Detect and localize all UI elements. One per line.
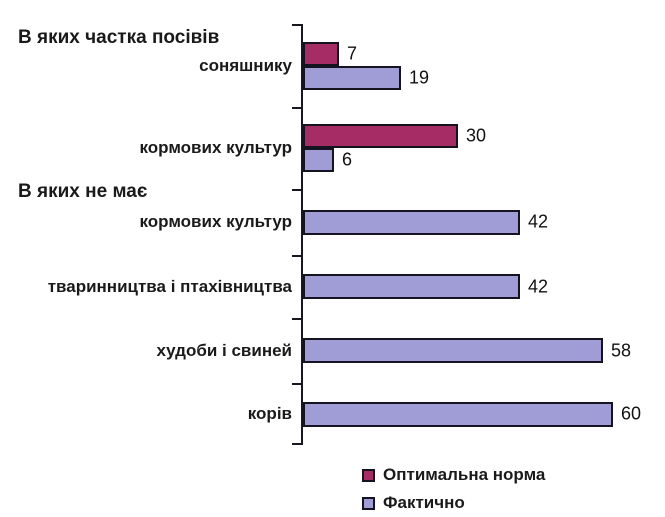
legend-swatch-optimal-icon bbox=[362, 468, 375, 482]
axis-tick bbox=[292, 383, 303, 385]
section-header: В яких частка посівів bbox=[18, 27, 220, 48]
axis-tick bbox=[292, 318, 303, 320]
bar-optimal bbox=[303, 41, 339, 66]
legend-label-actual: Фактично bbox=[383, 493, 465, 512]
category-label: кормових культур bbox=[139, 138, 292, 157]
category-label: корів bbox=[247, 404, 292, 423]
bar-value-label: 60 bbox=[621, 403, 642, 424]
bar-actual bbox=[303, 274, 520, 299]
legend-swatch-actual-icon bbox=[362, 496, 375, 510]
bar-actual bbox=[303, 338, 603, 363]
bar-actual bbox=[303, 209, 520, 235]
bar-value-label: 6 bbox=[342, 149, 353, 170]
axis-tick bbox=[292, 189, 303, 191]
bar-value-label: 30 bbox=[466, 125, 487, 146]
bar-value-label: 7 bbox=[347, 43, 358, 63]
bar-value-label: 58 bbox=[611, 340, 632, 360]
category-axis bbox=[301, 24, 303, 445]
legend: Оптимальна норма Фактично bbox=[362, 461, 545, 517]
axis-tick bbox=[292, 443, 303, 445]
legend-item-optimal: Оптимальна норма bbox=[362, 461, 545, 489]
category-label: тваринництва і птахівництва bbox=[47, 276, 292, 296]
legend-label-optimal: Оптимальна норма bbox=[383, 465, 546, 484]
axis-tick bbox=[292, 255, 303, 257]
axis-tick bbox=[292, 24, 303, 26]
category-label: худоби і свиней bbox=[156, 340, 292, 360]
category-label: кормових культур bbox=[139, 212, 292, 231]
bar-actual bbox=[303, 148, 334, 172]
category-label: соняшнику bbox=[199, 55, 292, 75]
section-header: В яких не має bbox=[18, 181, 148, 202]
bar-actual bbox=[303, 401, 613, 427]
bar-actual bbox=[303, 65, 401, 90]
bar-value-label: 19 bbox=[409, 67, 430, 87]
bar-value-label: 42 bbox=[528, 276, 549, 296]
axis-tick bbox=[292, 107, 303, 109]
legend-item-actual: Фактично bbox=[362, 489, 545, 517]
bar-optimal bbox=[303, 124, 458, 148]
bar-value-label: 42 bbox=[528, 211, 549, 232]
